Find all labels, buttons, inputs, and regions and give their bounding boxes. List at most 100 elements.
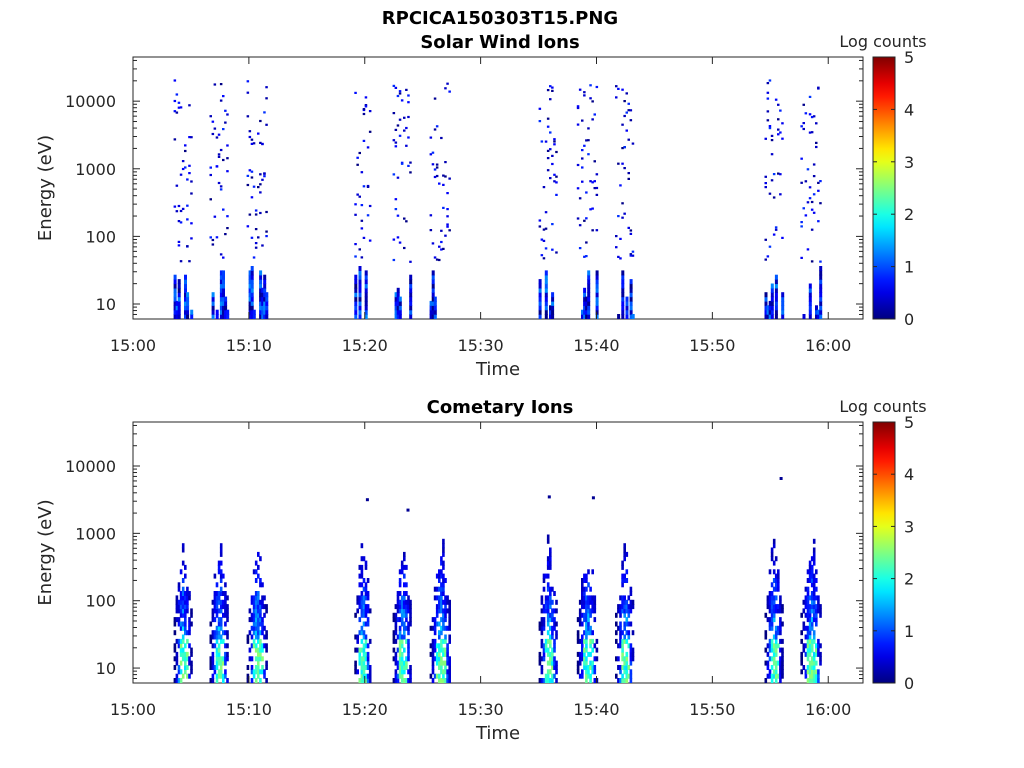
heatmap-cell	[226, 309, 230, 315]
heatmap-cell	[802, 621, 806, 627]
heatmap-cell	[812, 665, 816, 670]
heatmap-cell	[217, 630, 221, 636]
heatmap-cell	[433, 128, 437, 131]
heatmap-cell	[364, 292, 368, 298]
x-tick-label: 15:50	[689, 700, 735, 719]
heatmap-cell	[403, 621, 406, 627]
heatmap-cell	[802, 643, 806, 649]
heatmap-cell	[617, 314, 621, 319]
heatmap-cell	[213, 599, 217, 605]
heatmap-cell	[448, 617, 451, 623]
heatmap-cell	[252, 599, 256, 605]
y-axis-label: Energy (eV)	[35, 135, 56, 241]
y-axis-label: Energy (eV)	[35, 499, 56, 605]
heatmap-cell	[396, 647, 400, 653]
heatmap-cell	[252, 595, 256, 601]
x-tick-label: 15:10	[226, 336, 272, 355]
heatmap-cell	[772, 608, 776, 614]
heatmap-cell	[621, 216, 624, 219]
heatmap-cell	[819, 643, 822, 649]
heatmap-cell	[438, 621, 441, 627]
heatmap-cell	[770, 556, 774, 562]
heatmap-cell	[186, 599, 189, 605]
heatmap-cell	[403, 634, 406, 640]
heatmap-cell	[812, 573, 816, 579]
heatmap-cell	[546, 617, 550, 623]
heatmap-cell	[779, 673, 782, 679]
heatmap-cell	[407, 599, 410, 605]
heatmap-cell	[538, 300, 542, 306]
heatmap-cell	[368, 110, 372, 113]
heatmap-cell	[226, 656, 229, 662]
heatmap-cell	[808, 578, 812, 583]
heatmap-cell	[250, 170, 254, 173]
heatmap-cell	[405, 564, 408, 570]
heatmap-cell	[808, 287, 812, 293]
heatmap-cell	[774, 279, 778, 285]
heatmap-cell	[358, 582, 362, 588]
heatmap-cell	[627, 226, 630, 229]
heatmap-cell	[768, 643, 772, 649]
heatmap-cell	[435, 608, 439, 614]
heatmap-cell	[254, 560, 258, 566]
heatmap-cell	[403, 217, 406, 220]
heatmap-cell	[265, 123, 268, 126]
heatmap-cell	[448, 638, 451, 644]
heatmap-cell	[433, 296, 437, 302]
heatmap-cell	[781, 638, 784, 644]
heatmap-cell	[257, 656, 260, 662]
heatmap-cell	[226, 651, 229, 657]
heatmap-cell	[190, 621, 193, 627]
heatmap-cell	[546, 157, 550, 160]
heatmap-cell	[211, 238, 215, 242]
heatmap-cell	[768, 192, 772, 195]
heatmap-cell	[777, 172, 780, 175]
heatmap-cell	[812, 651, 816, 657]
heatmap-cell	[615, 673, 618, 679]
heatmap-cell	[817, 309, 821, 315]
heatmap-cell	[810, 591, 814, 596]
heatmap-cell	[190, 608, 193, 614]
heatmap-cell	[186, 218, 189, 221]
heatmap-cell	[186, 665, 189, 670]
heatmap-cell	[219, 608, 223, 614]
heatmap-cell	[448, 678, 451, 683]
heatmap-cell	[800, 612, 803, 618]
heatmap-cell	[259, 287, 263, 293]
heatmap-cell	[431, 274, 435, 280]
heatmap-cell	[538, 283, 542, 289]
heatmap-cell	[435, 660, 439, 666]
heatmap-cell	[779, 595, 782, 601]
heatmap-cell	[248, 630, 252, 636]
heatmap-cell	[810, 617, 814, 623]
heatmap-cell	[396, 309, 400, 315]
heatmap-cell	[392, 647, 396, 653]
heatmap-cell	[219, 586, 223, 592]
heatmap-cell	[435, 651, 439, 657]
heatmap-cell	[407, 595, 410, 601]
heatmap-cell	[261, 599, 264, 605]
y-tick-label: 100	[85, 592, 116, 611]
heatmap-cell	[810, 260, 814, 263]
heatmap-cell	[184, 604, 187, 610]
heatmap-cell	[583, 292, 587, 298]
heatmap-cell	[442, 247, 445, 250]
heatmap-cell	[368, 608, 372, 614]
heatmap-cell	[540, 665, 544, 670]
heatmap-cell	[587, 287, 591, 293]
heatmap-cell	[583, 300, 587, 306]
heatmap-cell	[583, 651, 586, 657]
heatmap-cell	[546, 673, 550, 679]
heatmap-cell	[250, 305, 254, 311]
heatmap-cell	[808, 634, 812, 640]
heatmap-cell	[248, 296, 252, 302]
heatmap-cell	[188, 660, 191, 666]
heatmap-cell	[576, 669, 580, 675]
heatmap-cell	[766, 110, 770, 113]
heatmap-cell	[184, 630, 187, 636]
heatmap-cell	[403, 551, 406, 557]
heatmap-cell	[360, 573, 364, 579]
heatmap-cell	[440, 229, 443, 232]
heatmap-cell	[175, 93, 179, 96]
